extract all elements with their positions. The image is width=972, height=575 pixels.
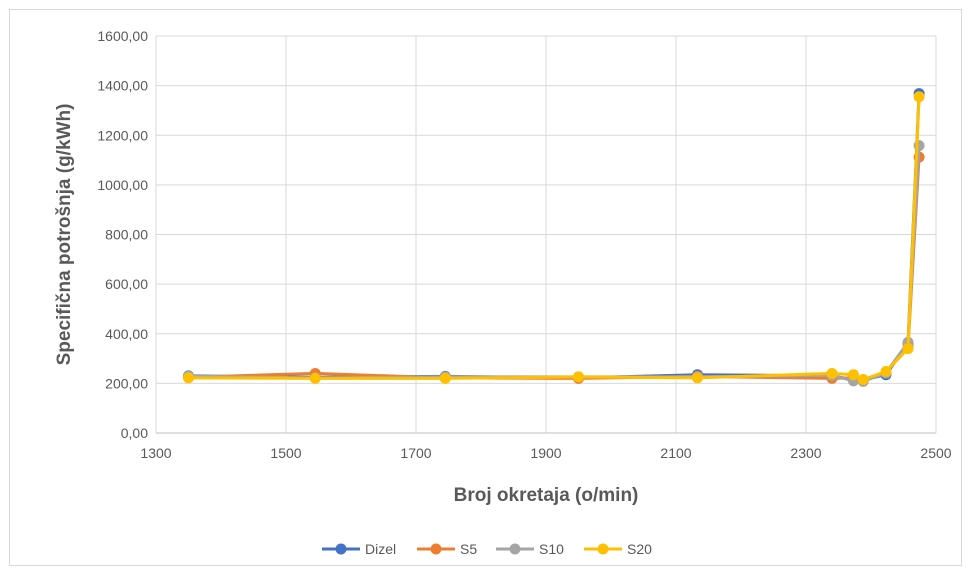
- data-point: [913, 140, 925, 152]
- data-point: [691, 372, 703, 384]
- legend-marker: [597, 543, 609, 555]
- legend: Dizel S5 S10 S20: [322, 541, 652, 557]
- series-s5: [183, 151, 925, 386]
- x-axis-title: Broj okretaja (o/min): [454, 485, 639, 506]
- y-tick-label: 1200,00: [97, 127, 148, 143]
- y-tick-label: 1000,00: [97, 177, 148, 193]
- x-tick-label: 1900: [530, 445, 561, 461]
- y-tick-label: 600,00: [105, 276, 148, 292]
- legend-label: S20: [627, 541, 652, 557]
- data-point: [309, 372, 321, 384]
- x-tick-label: 2100: [660, 445, 691, 461]
- legend-item-s20: S20: [584, 541, 652, 557]
- data-point: [573, 371, 584, 383]
- x-tick-label: 2500: [920, 445, 951, 461]
- series-line: [188, 157, 921, 382]
- y-tick-label: 400,00: [105, 326, 148, 342]
- legend-marker: [430, 543, 442, 555]
- y-tick-label: 1600,00: [97, 28, 148, 44]
- legend-label: Dizel: [365, 541, 396, 557]
- y-tick-label: 200,00: [105, 375, 148, 391]
- data-point: [913, 91, 925, 103]
- legend-marker: [509, 543, 521, 555]
- data-point: [847, 369, 859, 381]
- data-point: [857, 374, 869, 386]
- legend-label: S5: [460, 541, 477, 557]
- series-s10: [183, 140, 925, 387]
- data-point: [880, 365, 892, 377]
- legend-label: S10: [539, 541, 564, 557]
- y-tick-label: 1400,00: [97, 78, 148, 94]
- legend-item-dizel: Dizel: [322, 541, 396, 557]
- x-tick-label: 1500: [270, 445, 301, 461]
- series-group: [183, 88, 925, 387]
- series-dizel: [183, 88, 925, 386]
- y-tick-label: 0,00: [121, 425, 148, 441]
- series-line: [188, 93, 921, 382]
- data-point: [826, 367, 838, 379]
- legend-marker: [335, 543, 347, 555]
- data-point: [902, 343, 914, 355]
- data-point: [439, 372, 451, 384]
- x-tick-label: 2300: [790, 445, 821, 461]
- tick-labels: 0,00 200,00 400,00 600,00 800,00 1000,00 1200,…: [97, 28, 951, 461]
- chart-frame: [9, 9, 962, 566]
- y-axis-title: Specifična potrošnja (g/kWh): [54, 104, 75, 366]
- gridlines: [155, 35, 937, 433]
- data-point: [183, 372, 194, 384]
- series-line: [188, 145, 921, 383]
- series-s20: [183, 91, 925, 386]
- legend-item-s5: S5: [417, 541, 477, 557]
- legend-item-s10: S10: [496, 541, 564, 557]
- x-tick-label: 1700: [400, 445, 431, 461]
- x-tick-label: 1300: [140, 445, 171, 461]
- series-line: [188, 96, 921, 382]
- y-tick-label: 800,00: [105, 227, 148, 243]
